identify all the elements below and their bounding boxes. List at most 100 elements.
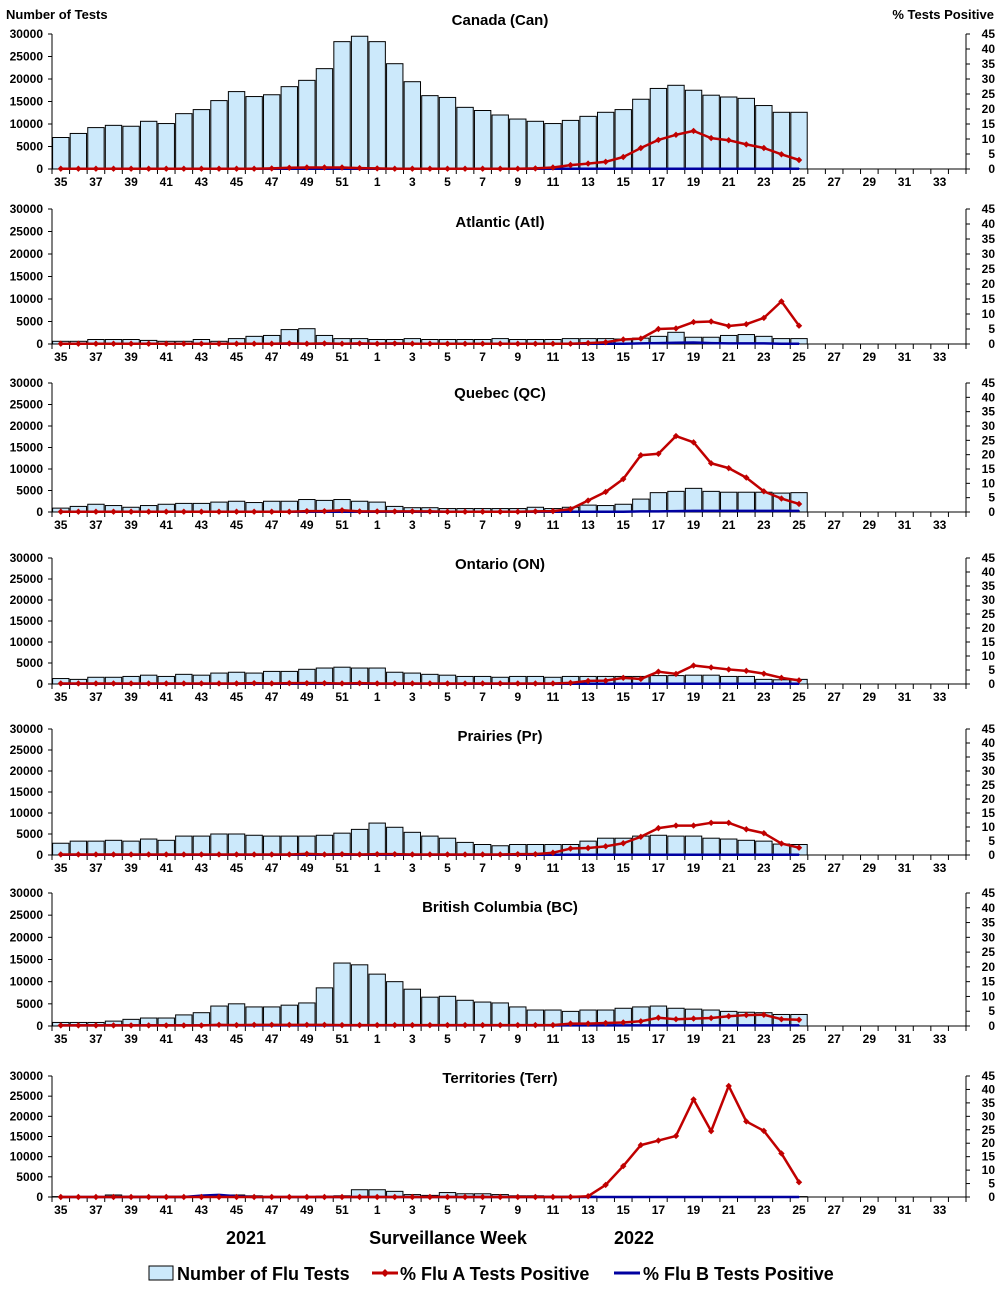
flu-a-point xyxy=(620,674,627,682)
x-tick-label: 17 xyxy=(652,350,666,364)
flu-a-point xyxy=(198,1022,205,1029)
bar-tests xyxy=(52,137,70,170)
flu-a-point xyxy=(549,1021,557,1029)
x-tick-label: 37 xyxy=(89,518,103,532)
left-tick-label: 15000 xyxy=(10,270,44,284)
flu-a-point xyxy=(391,340,398,347)
flu-a-point xyxy=(233,851,240,858)
x-tick-label: 39 xyxy=(124,1032,138,1046)
flu-a-point xyxy=(391,1021,398,1029)
x-tick-label: 27 xyxy=(827,518,841,532)
x-tick-label: 21 xyxy=(722,1203,736,1217)
x-tick-label: 5 xyxy=(444,350,451,364)
flu-a-point xyxy=(620,336,627,343)
right-tick-label: 45 xyxy=(982,202,996,216)
bar-tests xyxy=(386,981,404,1027)
bar-tests xyxy=(737,97,755,170)
flu-b-point xyxy=(763,342,765,345)
right-tick-label: 30 xyxy=(982,930,996,944)
flu-b-point xyxy=(622,1196,625,1198)
flu-a-point xyxy=(707,460,715,467)
x-tick-label: 49 xyxy=(300,861,314,875)
flu-a-point xyxy=(672,325,680,332)
flu-a-point xyxy=(514,340,521,347)
left-tick-label: 10000 xyxy=(10,1150,44,1164)
bar-tests xyxy=(702,490,720,513)
x-tick-label: 7 xyxy=(479,350,486,364)
flu-a-point xyxy=(215,1193,223,1201)
flu-a-point xyxy=(250,851,258,858)
flu-a-point xyxy=(549,164,557,171)
x-tick-label: 45 xyxy=(230,518,244,532)
x-tick-label: 45 xyxy=(230,861,244,875)
flu-b-point xyxy=(727,510,730,512)
flu-b-point xyxy=(798,682,800,685)
x-tick-label: 7 xyxy=(479,518,486,532)
x-tick-label: 23 xyxy=(757,350,771,364)
bar-tests xyxy=(737,839,755,856)
flu-a-point xyxy=(549,849,557,856)
legend-label-flu-a: % Flu A Tests Positive xyxy=(400,1264,589,1284)
flu-a-point xyxy=(461,680,469,687)
flu-a-point xyxy=(233,1193,240,1201)
flu-b-point xyxy=(763,510,765,512)
flu-a-point xyxy=(92,851,100,858)
flu-b-point xyxy=(727,682,730,685)
flu-b-point xyxy=(745,167,748,170)
flu-a-point xyxy=(268,340,275,347)
flu-a-point xyxy=(690,318,697,326)
panel-title: Canada (Can) xyxy=(452,12,549,29)
flu-b-point xyxy=(692,682,695,685)
x-tick-label: 43 xyxy=(195,861,209,875)
right-tick-label: 30 xyxy=(982,247,996,261)
bar-tests xyxy=(737,491,755,513)
x-tick-label: 3 xyxy=(409,861,416,875)
x-tick-label: 35 xyxy=(54,1032,68,1046)
flu-a-point xyxy=(145,851,152,858)
flu-a-point xyxy=(250,679,258,687)
flu-a-point xyxy=(514,1193,521,1201)
x-tick-label: 43 xyxy=(195,175,209,189)
bar-tests xyxy=(421,95,439,170)
left-tick-label: 30000 xyxy=(10,551,44,565)
x-tick-label: 45 xyxy=(230,1032,244,1046)
bar-tests xyxy=(350,964,369,1027)
flu-b-point xyxy=(763,682,765,685)
flu-a-point xyxy=(268,1021,275,1029)
panels: Canada (Can)0500010000150002000025000300… xyxy=(10,12,996,1217)
flu-a-point xyxy=(655,1014,662,1021)
flu-b-point xyxy=(780,1196,783,1198)
x-tick-label: 15 xyxy=(617,690,631,704)
flu-b-point xyxy=(710,853,712,856)
flu-a-point xyxy=(426,1193,434,1201)
flu-a-point xyxy=(549,507,557,515)
flu-a-point xyxy=(778,674,785,682)
flu-a-point xyxy=(444,165,451,172)
flu-a-point xyxy=(110,1022,117,1029)
left-tick-label: 15000 xyxy=(10,614,44,628)
flu-a-point xyxy=(57,851,64,858)
flu-a-point xyxy=(180,851,188,858)
right-tick-label: 40 xyxy=(982,42,996,56)
flu-a-point xyxy=(127,851,135,858)
x-tick-label: 31 xyxy=(898,175,912,189)
x-tick-label: 29 xyxy=(863,350,877,364)
right-tick-label: 0 xyxy=(988,162,995,176)
flu-a-point xyxy=(92,165,100,172)
flu-a-point xyxy=(655,1137,662,1144)
left-tick-label: 25000 xyxy=(10,50,44,64)
right-tick-label: 15 xyxy=(982,292,996,306)
flu-b-point xyxy=(710,682,712,685)
x-tick-label: 45 xyxy=(230,350,244,364)
x-tick-label: 17 xyxy=(652,1203,666,1217)
x-tick-label: 25 xyxy=(792,175,806,189)
flu-b-point xyxy=(604,167,607,170)
bar-tests xyxy=(438,96,457,170)
flu-a-point xyxy=(391,508,398,515)
x-tick-label: 21 xyxy=(722,350,736,364)
left-tick-label: 0 xyxy=(36,162,43,176)
flu-a-point xyxy=(672,1132,680,1140)
flu-a-point xyxy=(778,495,785,502)
flu-a-point xyxy=(725,819,732,826)
left-tick-label: 0 xyxy=(36,677,43,691)
